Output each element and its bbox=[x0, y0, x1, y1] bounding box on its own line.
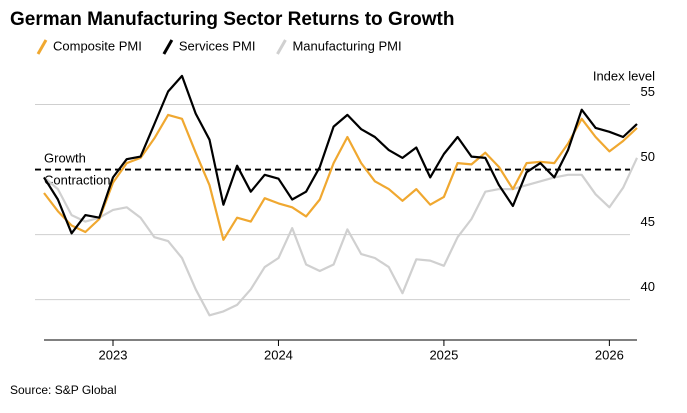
legend-swatch bbox=[276, 39, 287, 55]
legend-label: Services PMI bbox=[179, 38, 256, 53]
series-line bbox=[43, 74, 638, 235]
annotation: Growth bbox=[44, 150, 86, 165]
y-tick-label: 55 bbox=[641, 84, 655, 99]
legend-swatch bbox=[162, 39, 174, 55]
chart-title: German Manufacturing Sector Returns to G… bbox=[10, 9, 454, 30]
y-tick-label: 40 bbox=[641, 279, 655, 294]
series-line bbox=[43, 157, 638, 317]
source: Source: S&P Global bbox=[10, 383, 117, 397]
y-tick-label: 50 bbox=[641, 149, 655, 164]
x-tick-label: 2024 bbox=[264, 347, 293, 362]
annotation: Contraction bbox=[44, 172, 110, 187]
legend-swatch bbox=[36, 39, 48, 55]
x-tick-label: 2023 bbox=[99, 347, 128, 362]
x-tick-label: 2025 bbox=[429, 347, 458, 362]
y-tick-label: 45 bbox=[641, 214, 655, 229]
series-line bbox=[43, 113, 638, 241]
legend-label: Composite PMI bbox=[53, 38, 142, 53]
x-tick-label: 2026 bbox=[595, 347, 624, 362]
legend-label: Manufacturing PMI bbox=[292, 38, 401, 53]
y-axis-label: Index level bbox=[593, 68, 655, 83]
